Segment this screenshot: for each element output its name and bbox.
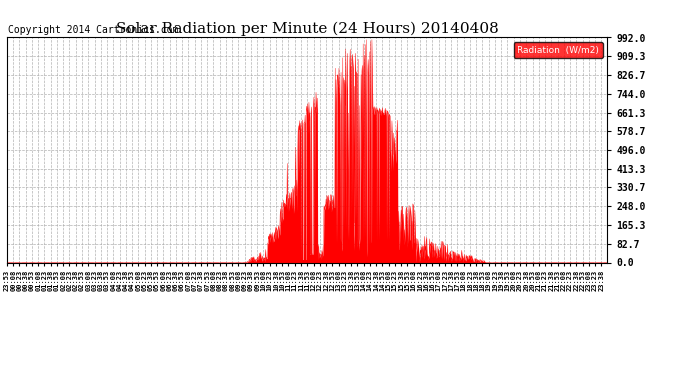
Text: Copyright 2014 Cartronics.com: Copyright 2014 Cartronics.com [8, 25, 178, 35]
Title: Solar Radiation per Minute (24 Hours) 20140408: Solar Radiation per Minute (24 Hours) 20… [116, 22, 498, 36]
Legend: Radiation  (W/m2): Radiation (W/m2) [513, 42, 602, 58]
